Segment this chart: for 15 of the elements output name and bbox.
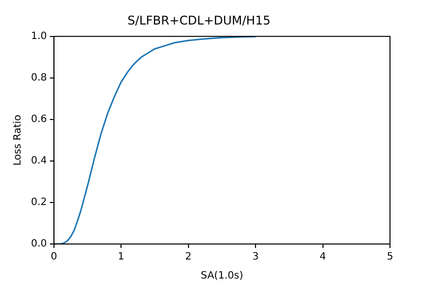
x-tick-label: 0 — [50, 252, 58, 263]
x-tick-label: 1 — [118, 252, 124, 263]
x-tick-label: 4 — [320, 252, 326, 263]
y-tick-label: 0.2 — [30, 197, 47, 208]
y-tick-label: 0.4 — [30, 156, 47, 167]
y-tick-label: 0.6 — [30, 114, 47, 126]
x-axis-title: SA(1.0s) — [200, 270, 244, 282]
y-tick-label: 0.0 — [30, 238, 47, 250]
y-axis-title: Loss Ratio — [12, 114, 24, 166]
x-tick-label: 2 — [185, 252, 192, 263]
x-tick-label: 3 — [252, 252, 259, 263]
y-tick-label: 1.0 — [30, 30, 47, 42]
y-tick-label: 0.8 — [30, 72, 47, 84]
chart-title: S/LFBR+CDL+DUM/H15 — [128, 13, 270, 28]
x-tick-label: 5 — [386, 252, 394, 263]
